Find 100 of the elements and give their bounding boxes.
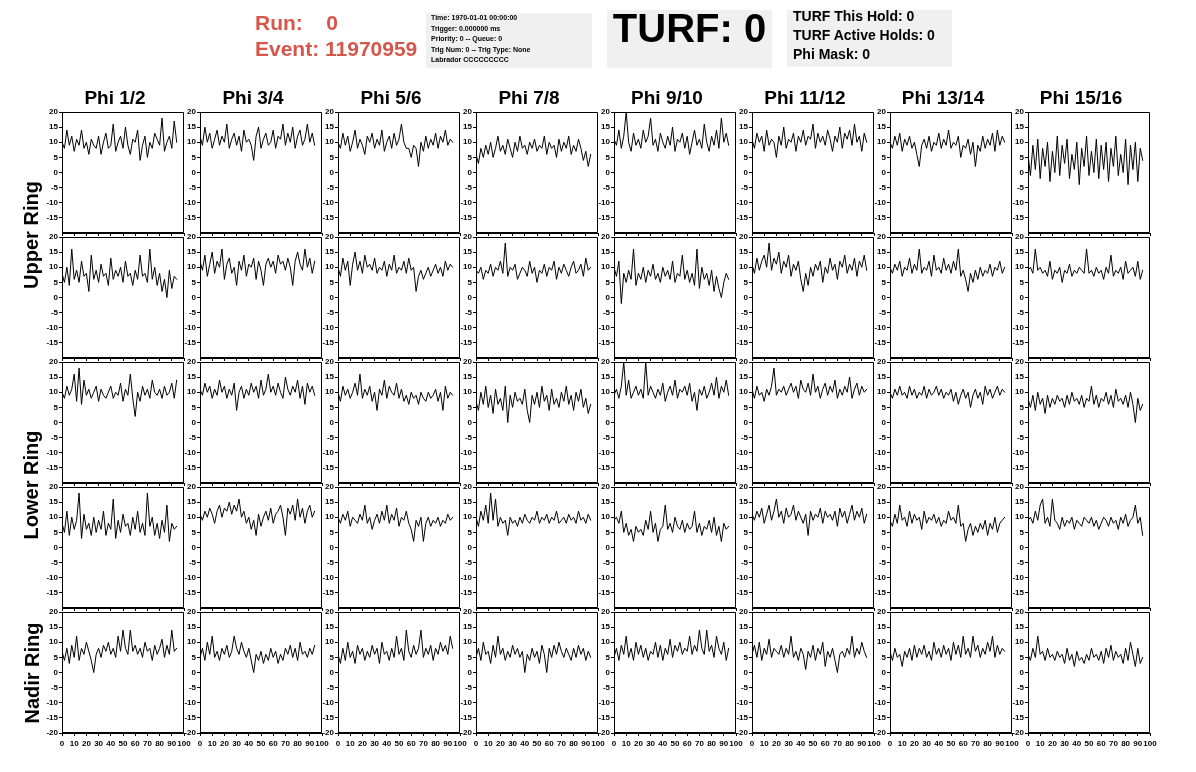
x-tick-label: 60 — [406, 739, 417, 748]
x-tick-label: 100 — [1143, 739, 1158, 748]
x-tick-label: 60 — [130, 739, 141, 748]
y-tick-label: -5 — [464, 182, 473, 192]
y-tick-label: 20 — [325, 482, 335, 492]
y-tick-label: 0 — [881, 542, 887, 552]
x-tick-label: 100 — [867, 739, 882, 748]
y-axis-title: Lower Ring — [19, 430, 42, 540]
y-tick-label: 15 — [49, 372, 59, 382]
y-tick-label: -10 — [46, 197, 59, 207]
y-tick-label: -10 — [46, 322, 59, 332]
y-tick-label: -5 — [50, 307, 59, 317]
chart-title: Phi 1/2 — [84, 86, 146, 108]
x-tick-label: 40 — [106, 739, 116, 748]
y-tick-label: 10 — [49, 137, 59, 147]
y-tick-label: 0 — [53, 667, 59, 677]
y-tick-label: -5 — [878, 557, 887, 567]
y-tick-label: 5 — [743, 402, 749, 412]
chart-title: Phi 13/14 — [901, 86, 985, 108]
y-tick-label: -5 — [188, 307, 197, 317]
x-tick-label: 30 — [1060, 739, 1070, 748]
y-tick-label: 5 — [605, 527, 611, 537]
y-tick-label: -5 — [740, 307, 749, 317]
y-tick-label: 20 — [1015, 357, 1025, 367]
y-tick-label: 0 — [1019, 542, 1025, 552]
x-tick-label: 0 — [197, 739, 203, 748]
y-tick-label: 10 — [1015, 512, 1025, 522]
y-tick-label: -15 — [874, 213, 887, 223]
x-tick-label: 100 — [315, 739, 330, 748]
y-tick-label: 15 — [601, 122, 611, 132]
y-tick-label: -5 — [326, 432, 335, 442]
y-tick-label: 15 — [877, 247, 887, 257]
y-tick-label: 5 — [743, 527, 749, 537]
y-tick-label: 0 — [467, 417, 473, 427]
y-tick-label: -15 — [184, 338, 197, 348]
y-tick-label: -10 — [736, 197, 749, 207]
y-tick-label: 20 — [877, 232, 887, 242]
y-tick-label: -10 — [184, 697, 197, 707]
x-tick-label: 90 — [1133, 739, 1143, 748]
y-tick-label: 5 — [191, 652, 197, 662]
y-tick-label: 5 — [329, 527, 335, 537]
y-tick-label: -5 — [326, 307, 335, 317]
y-tick-label: 15 — [1015, 122, 1025, 132]
y-tick-label: -15 — [322, 338, 335, 348]
x-tick-label: 10 — [69, 739, 80, 748]
y-tick-label: 5 — [467, 527, 473, 537]
y-tick-label: -15 — [1012, 338, 1025, 348]
y-tick-label: 0 — [1019, 667, 1025, 677]
y-tick-label: -5 — [50, 682, 59, 692]
y-tick-label: -20 — [736, 728, 749, 738]
y-tick-label: 0 — [743, 417, 749, 427]
y-tick-label: 10 — [325, 262, 335, 272]
y-tick-label: 15 — [1015, 622, 1025, 632]
y-tick-label: 10 — [601, 512, 611, 522]
x-tick-label: 100 — [453, 739, 468, 748]
y-tick-label: -15 — [1012, 713, 1025, 723]
y-tick-label: 10 — [463, 387, 473, 397]
y-tick-label: 15 — [49, 497, 59, 507]
y-tick-label: 20 — [187, 107, 197, 117]
y-tick-label: 10 — [1015, 637, 1025, 647]
y-tick-label: 10 — [601, 637, 611, 647]
y-tick-label: -5 — [50, 557, 59, 567]
y-tick-label: 20 — [49, 232, 59, 242]
y-tick-label: -5 — [602, 432, 611, 442]
y-tick-label: 20 — [49, 607, 59, 617]
y-tick-label: 20 — [187, 232, 197, 242]
y-tick-label: 15 — [325, 497, 335, 507]
x-tick-label: 20 — [219, 739, 230, 748]
y-tick-label: 20 — [877, 607, 887, 617]
y-tick-label: -10 — [874, 697, 887, 707]
y-tick-label: 15 — [601, 372, 611, 382]
x-tick-label: 90 — [443, 739, 453, 748]
x-tick-label: 100 — [1005, 739, 1020, 748]
y-tick-label: 20 — [601, 482, 611, 492]
y-tick-label: 5 — [605, 402, 611, 412]
y-tick-label: 10 — [49, 637, 59, 647]
y-tick-label: -10 — [1012, 322, 1025, 332]
y-tick-label: -10 — [598, 447, 611, 457]
y-tick-label: 5 — [329, 152, 335, 162]
y-tick-label: 15 — [187, 122, 197, 132]
x-tick-label: 80 — [569, 739, 579, 748]
y-tick-label: 5 — [1019, 652, 1025, 662]
y-tick-label: -15 — [1012, 588, 1025, 598]
x-tick-label: 90 — [581, 739, 591, 748]
x-tick-label: 30 — [508, 739, 518, 748]
y-tick-label: -15 — [736, 588, 749, 598]
y-tick-label: 20 — [1015, 482, 1025, 492]
x-tick-label: 0 — [473, 739, 479, 748]
y-tick-label: 5 — [743, 152, 749, 162]
y-tick-label: 20 — [49, 482, 59, 492]
y-tick-label: 5 — [467, 277, 473, 287]
y-tick-label: 10 — [601, 387, 611, 397]
y-tick-label: -15 — [460, 213, 473, 223]
y-tick-label: 20 — [187, 482, 197, 492]
y-axis-title: Upper Ring — [19, 181, 42, 289]
y-tick-label: 15 — [877, 622, 887, 632]
y-tick-label: 20 — [325, 607, 335, 617]
y-tick-label: 15 — [325, 622, 335, 632]
y-tick-label: -15 — [460, 588, 473, 598]
y-tick-label: -10 — [322, 197, 335, 207]
